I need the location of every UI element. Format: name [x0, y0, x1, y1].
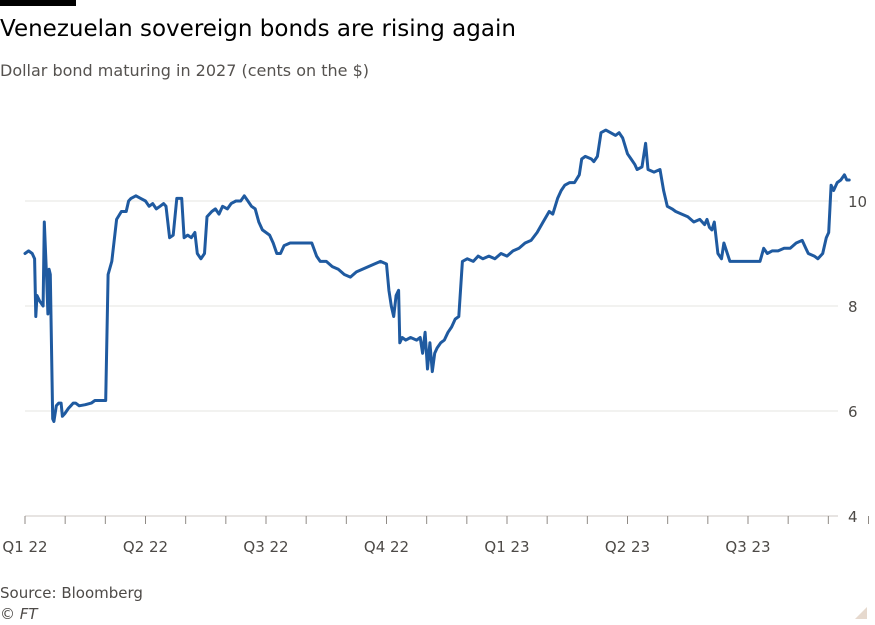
x-tick-label: Q3 23 [725, 538, 770, 556]
x-tick-label: Q1 22 [2, 538, 47, 556]
source-note: Source: Bloomberg [0, 584, 143, 602]
chart-title: Venezuelan sovereign bonds are rising ag… [0, 16, 516, 42]
y-tick-label: 4 [848, 508, 858, 526]
x-tick-label: Q2 23 [605, 538, 650, 556]
copyright-note: © FT [0, 605, 38, 623]
x-tick-label: Q1 23 [484, 538, 529, 556]
brand-bar [0, 0, 76, 6]
corner-mark [855, 607, 867, 619]
x-tick-label: Q3 22 [243, 538, 288, 556]
bond-price-series-line [23, 128, 851, 423]
y-tick-label: 6 [848, 403, 858, 421]
y-tick-label: 10 [848, 193, 867, 211]
y-tick-label: 8 [848, 298, 858, 316]
x-tick-label: Q2 22 [123, 538, 168, 556]
chart-subtitle: Dollar bond maturing in 2027 (cents on t… [0, 61, 369, 80]
x-tick-label: Q4 22 [364, 538, 409, 556]
